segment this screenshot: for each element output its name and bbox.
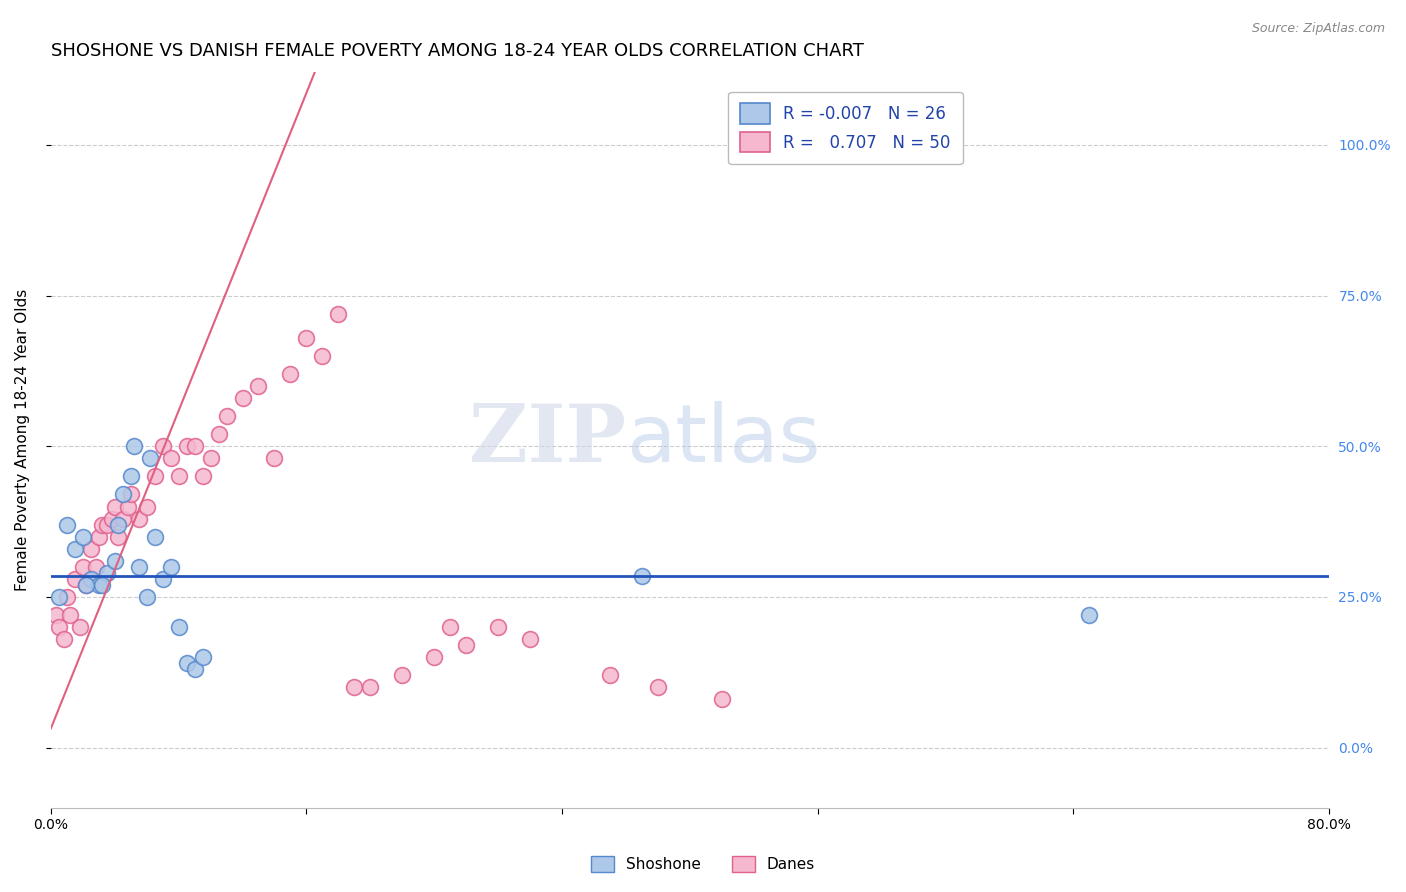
Point	[75, 578, 97, 592]
Point	[111, 511, 134, 525]
Point	[152, 439, 174, 453]
Point	[647, 681, 669, 695]
Point	[122, 439, 145, 453]
Point	[630, 569, 652, 583]
Point	[456, 638, 478, 652]
Point	[56, 590, 79, 604]
Legend: R = -0.007   N = 26, R =   0.707   N = 50: R = -0.007 N = 26, R = 0.707 N = 50	[728, 92, 963, 164]
Point	[100, 511, 122, 525]
Point	[80, 572, 103, 586]
Point	[63, 572, 86, 586]
Point	[191, 650, 214, 665]
Point	[176, 657, 198, 671]
Point	[280, 367, 302, 381]
Point	[359, 681, 381, 695]
Point	[152, 572, 174, 586]
Point	[439, 620, 461, 634]
Point	[167, 469, 190, 483]
Point	[295, 331, 318, 345]
Y-axis label: Female Poverty Among 18-24 Year Olds: Female Poverty Among 18-24 Year Olds	[15, 289, 30, 591]
Point	[191, 469, 214, 483]
Point	[72, 559, 94, 574]
Point	[120, 487, 142, 501]
Point	[111, 487, 134, 501]
Point	[176, 439, 198, 453]
Point	[263, 451, 285, 466]
Point	[63, 541, 86, 556]
Point	[84, 559, 107, 574]
Point	[143, 469, 166, 483]
Point	[128, 511, 150, 525]
Point	[48, 590, 70, 604]
Point	[72, 530, 94, 544]
Point	[96, 566, 118, 580]
Point	[519, 632, 541, 647]
Point	[59, 608, 82, 623]
Point	[139, 451, 162, 466]
Point	[207, 427, 229, 442]
Text: atlas: atlas	[626, 401, 820, 479]
Point	[120, 469, 142, 483]
Point	[167, 620, 190, 634]
Point	[48, 620, 70, 634]
Text: ZIP: ZIP	[468, 401, 626, 479]
Point	[91, 578, 114, 592]
Point	[56, 517, 79, 532]
Point	[104, 500, 127, 514]
Point	[107, 517, 129, 532]
Point	[183, 439, 205, 453]
Point	[247, 379, 270, 393]
Point	[215, 409, 238, 423]
Point	[135, 500, 157, 514]
Point	[91, 517, 114, 532]
Point	[128, 559, 150, 574]
Point	[486, 620, 509, 634]
Text: Source: ZipAtlas.com: Source: ZipAtlas.com	[1251, 22, 1385, 36]
Point	[87, 530, 110, 544]
Legend: Shoshone, Danes: Shoshone, Danes	[583, 848, 823, 880]
Point	[343, 681, 366, 695]
Point	[423, 650, 446, 665]
Point	[159, 559, 181, 574]
Point	[87, 578, 110, 592]
Point	[599, 668, 621, 682]
Point	[200, 451, 222, 466]
Point	[69, 620, 91, 634]
Point	[710, 692, 733, 706]
Point	[135, 590, 157, 604]
Point	[45, 608, 67, 623]
Point	[311, 349, 333, 363]
Point	[117, 500, 139, 514]
Point	[159, 451, 181, 466]
Point	[183, 662, 205, 676]
Point	[143, 530, 166, 544]
Point	[231, 391, 253, 405]
Point	[80, 541, 103, 556]
Point	[75, 578, 97, 592]
Text: SHOSHONE VS DANISH FEMALE POVERTY AMONG 18-24 YEAR OLDS CORRELATION CHART: SHOSHONE VS DANISH FEMALE POVERTY AMONG …	[51, 42, 863, 60]
Point	[391, 668, 413, 682]
Point	[52, 632, 75, 647]
Point	[96, 517, 118, 532]
Point	[328, 307, 350, 321]
Point	[1078, 608, 1101, 623]
Point	[104, 554, 127, 568]
Point	[107, 530, 129, 544]
